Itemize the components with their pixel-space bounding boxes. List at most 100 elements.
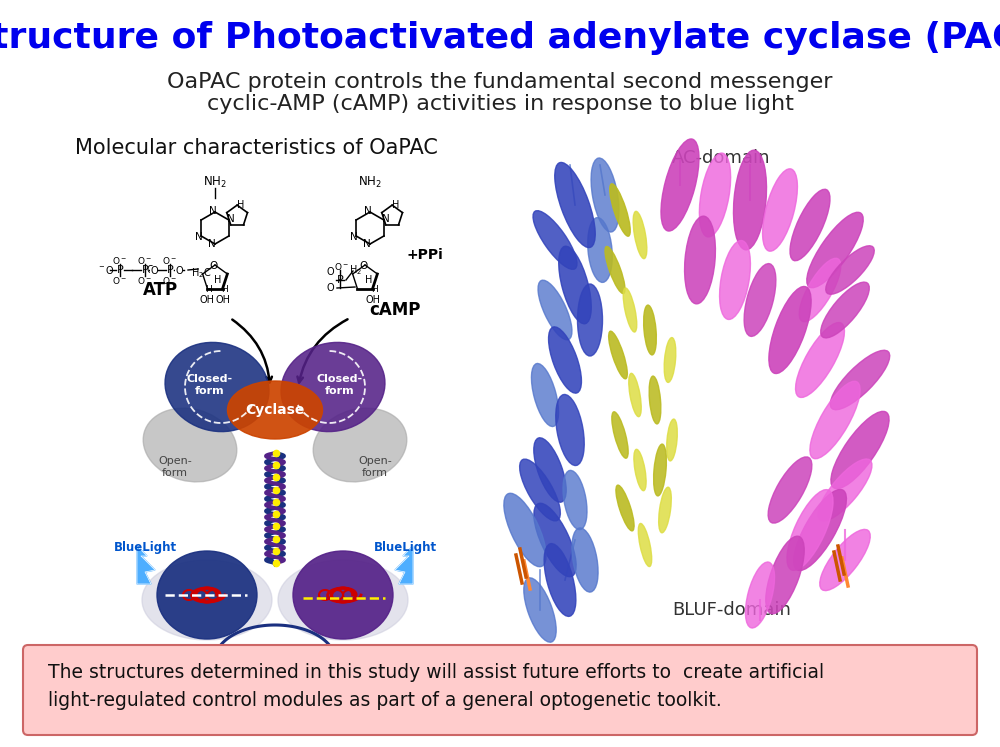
Ellipse shape xyxy=(623,288,637,332)
Text: ATP: ATP xyxy=(142,281,178,299)
Text: P: P xyxy=(142,265,148,275)
Ellipse shape xyxy=(796,323,844,397)
Text: O$^-$: O$^-$ xyxy=(112,274,128,285)
Text: cyclic-AMP (cAMP) activities in response to blue light: cyclic-AMP (cAMP) activities in response… xyxy=(207,94,793,114)
Text: O$^-$: O$^-$ xyxy=(162,255,178,265)
Ellipse shape xyxy=(556,394,584,465)
Ellipse shape xyxy=(667,419,677,461)
Text: Closed-
form: Closed- form xyxy=(187,374,233,396)
Text: O$^-$: O$^-$ xyxy=(137,255,153,265)
Ellipse shape xyxy=(818,459,872,521)
Ellipse shape xyxy=(578,284,602,356)
Ellipse shape xyxy=(820,530,870,591)
FancyBboxPatch shape xyxy=(23,645,977,735)
Text: N: N xyxy=(364,206,372,216)
Ellipse shape xyxy=(649,376,661,424)
Text: Open-
form: Open- form xyxy=(158,456,192,478)
Ellipse shape xyxy=(768,457,812,523)
Text: OaPAC protein controls the fundamental second messenger: OaPAC protein controls the fundamental s… xyxy=(167,72,833,92)
Text: light-regulated control modules as part of a general optogenetic toolkit.: light-regulated control modules as part … xyxy=(48,690,722,710)
Ellipse shape xyxy=(664,338,676,382)
Text: BLUF-domain: BLUF-domain xyxy=(672,601,791,619)
Ellipse shape xyxy=(588,217,612,282)
Text: $^-$O: $^-$O xyxy=(97,264,115,276)
Ellipse shape xyxy=(559,247,591,323)
Text: O: O xyxy=(209,261,217,271)
Text: N: N xyxy=(363,239,371,249)
Text: NH$_2$: NH$_2$ xyxy=(203,175,227,190)
Text: AC-domain: AC-domain xyxy=(672,149,770,167)
Ellipse shape xyxy=(638,524,652,566)
Text: O: O xyxy=(175,266,183,276)
Ellipse shape xyxy=(685,216,715,304)
Text: +PPi: +PPi xyxy=(407,248,443,262)
Text: O$^-$: O$^-$ xyxy=(112,255,128,265)
Text: N: N xyxy=(209,206,217,216)
Text: P: P xyxy=(117,265,123,275)
Text: The structures determined in this study will assist future efforts to  create ar: The structures determined in this study … xyxy=(48,663,824,681)
Ellipse shape xyxy=(766,536,804,614)
Text: O$^-$: O$^-$ xyxy=(162,274,178,285)
Text: N: N xyxy=(227,214,235,224)
Ellipse shape xyxy=(807,212,863,288)
Text: H$_2$: H$_2$ xyxy=(349,263,361,277)
Ellipse shape xyxy=(157,551,257,639)
Text: BlueLight: BlueLight xyxy=(113,542,177,554)
Text: O: O xyxy=(150,266,158,276)
Ellipse shape xyxy=(555,162,595,247)
Text: BlueLight: BlueLight xyxy=(373,542,437,554)
Ellipse shape xyxy=(654,444,666,496)
Text: OH: OH xyxy=(366,295,380,305)
Ellipse shape xyxy=(659,487,671,533)
Text: H: H xyxy=(221,285,227,294)
Ellipse shape xyxy=(572,528,598,592)
Ellipse shape xyxy=(591,158,619,232)
Ellipse shape xyxy=(534,438,566,502)
Text: O: O xyxy=(326,283,334,293)
Ellipse shape xyxy=(504,493,546,567)
Text: H: H xyxy=(365,275,373,285)
Text: N: N xyxy=(195,232,203,242)
Ellipse shape xyxy=(612,412,628,458)
Text: O: O xyxy=(326,267,334,277)
Text: H: H xyxy=(214,275,222,285)
Text: H$_2$C: H$_2$C xyxy=(191,266,211,280)
Text: Cyclase: Cyclase xyxy=(245,403,305,417)
Ellipse shape xyxy=(531,364,559,427)
Text: H: H xyxy=(371,285,377,294)
Text: H: H xyxy=(206,285,212,294)
Ellipse shape xyxy=(538,280,572,340)
Ellipse shape xyxy=(826,246,874,294)
Text: N: N xyxy=(382,214,390,224)
Ellipse shape xyxy=(831,412,889,489)
Ellipse shape xyxy=(745,562,775,628)
Ellipse shape xyxy=(633,211,647,258)
Text: OH: OH xyxy=(216,295,230,305)
Ellipse shape xyxy=(534,503,576,577)
Text: NH$_2$: NH$_2$ xyxy=(358,175,382,190)
Ellipse shape xyxy=(799,258,841,322)
Ellipse shape xyxy=(830,350,890,410)
Text: Structure of Photoactivated adenylate cyclase (PAC): Structure of Photoactivated adenylate cy… xyxy=(0,21,1000,55)
Ellipse shape xyxy=(165,342,269,432)
Ellipse shape xyxy=(810,381,860,459)
Ellipse shape xyxy=(644,305,656,355)
Ellipse shape xyxy=(790,189,830,261)
Ellipse shape xyxy=(733,150,767,249)
Ellipse shape xyxy=(629,374,641,417)
Text: P: P xyxy=(337,275,343,285)
Ellipse shape xyxy=(281,342,385,432)
Text: O$^-$: O$^-$ xyxy=(137,274,153,285)
Ellipse shape xyxy=(610,184,630,236)
Text: O: O xyxy=(146,265,154,275)
Text: cAMP: cAMP xyxy=(369,301,421,319)
Ellipse shape xyxy=(278,560,408,640)
Text: Closed-
form: Closed- form xyxy=(317,374,363,396)
Ellipse shape xyxy=(520,459,560,521)
Ellipse shape xyxy=(616,485,634,531)
Text: P: P xyxy=(167,265,173,275)
Text: N: N xyxy=(350,232,358,242)
Polygon shape xyxy=(395,546,413,584)
Text: O$^-$: O$^-$ xyxy=(334,261,350,271)
Ellipse shape xyxy=(533,211,577,270)
